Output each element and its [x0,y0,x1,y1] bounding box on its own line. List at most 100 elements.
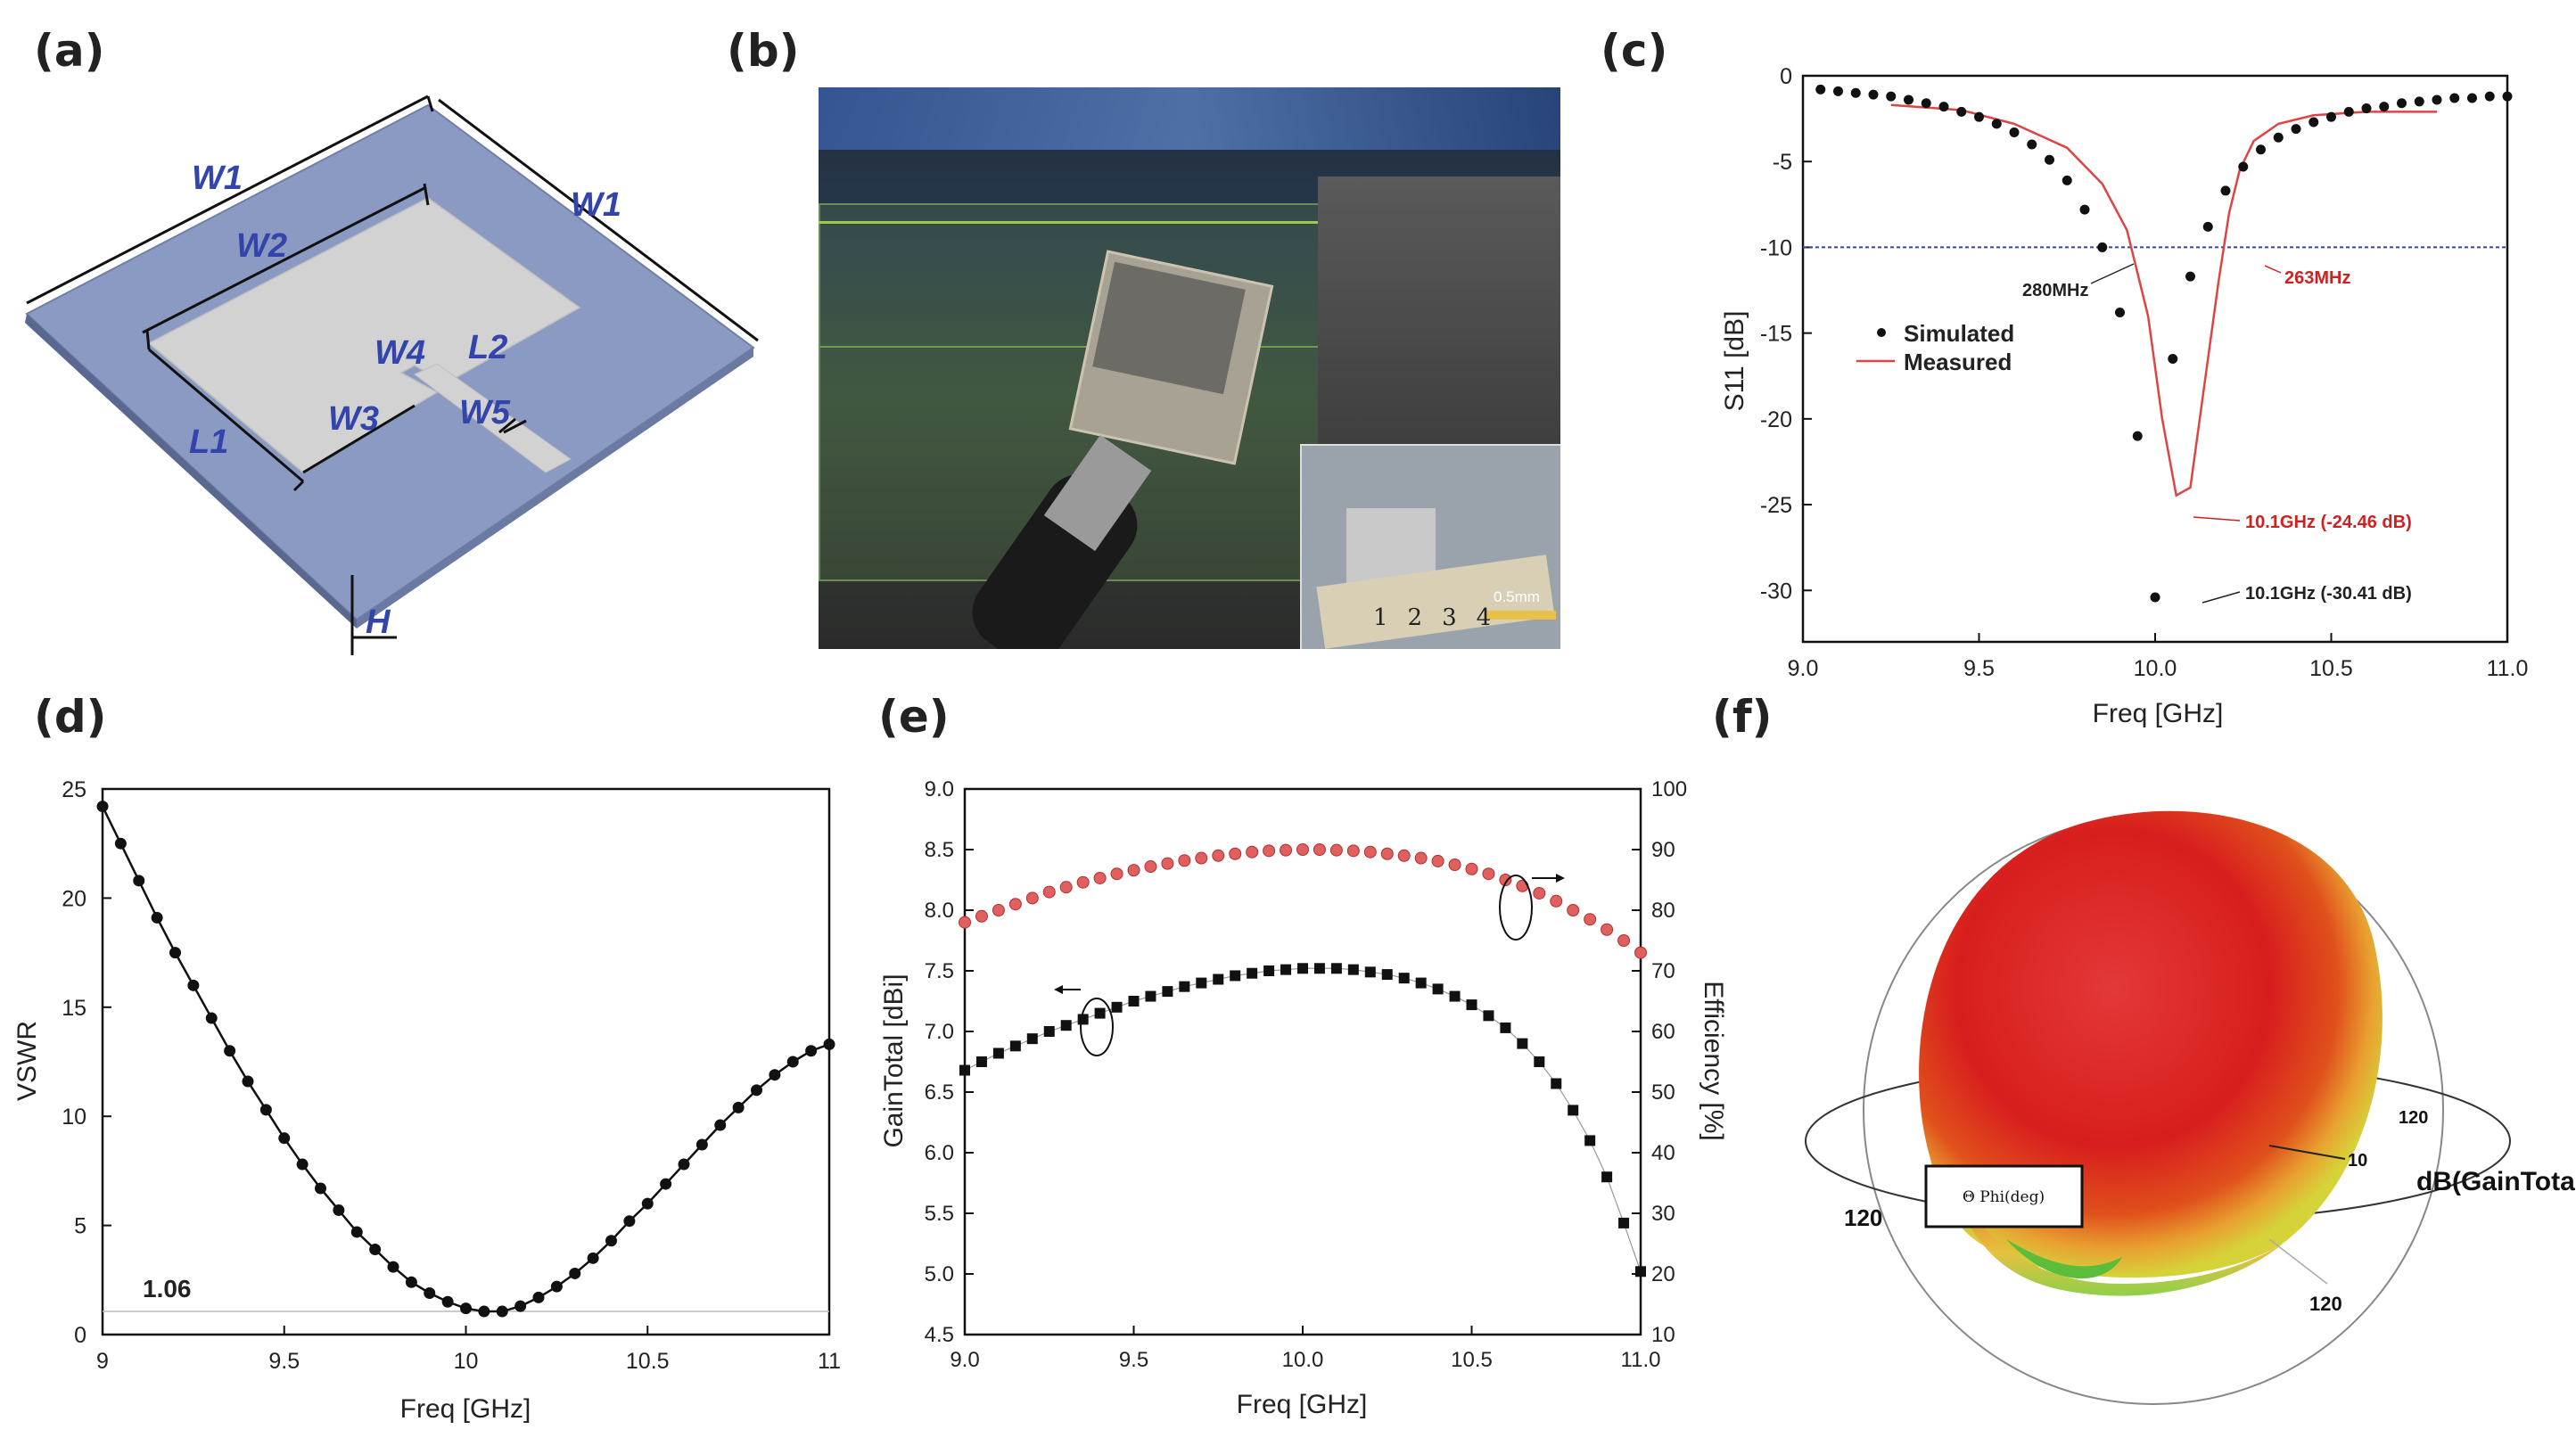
efficiency-point [1634,946,1647,959]
dim-w2: W2 [236,227,287,265]
dim-w5: W5 [459,394,511,431]
phi-legend-text: Θ Phi(deg) [1963,1188,2045,1206]
vswr-line [101,806,830,1313]
s11-simulated-point [2467,93,2477,103]
vswr-point [714,1119,727,1131]
tick-120-left: 120 [1844,1204,1882,1231]
tick-120-right: 120 [2399,1108,2428,1128]
dim-w4: W4 [374,334,425,372]
gain-point [1162,986,1173,998]
gain-xtick-label: 10.0 [1282,1348,1324,1372]
gain-point [1009,1040,1021,1052]
efficiency-point [975,909,988,923]
s11-ytick-label: -30 [1760,579,1792,604]
s11-simulated-point [2185,271,2195,282]
s11-xtick-label: 10.0 [2134,656,2177,681]
vswr-point [678,1158,690,1171]
s11-simulated-point [1868,89,1879,100]
s11-simulated-point [2220,185,2231,196]
s11-simulated-point [2202,221,2213,232]
vswr-point [751,1084,762,1097]
legend-simulated-marker [1877,328,1886,337]
gain-xtick-label: 10.5 [1451,1348,1493,1372]
efficiency-point [959,916,971,929]
vswr-point [695,1138,708,1151]
efficiency-point [1313,843,1326,856]
gain-point [975,1056,987,1067]
vswr-xlabel: Freq [GHz] [400,1394,531,1424]
vswr-point [169,947,181,959]
s11-simulated-point [2291,124,2301,135]
efficiency-point [1329,843,1343,857]
s11-simulated-point [2150,592,2160,603]
s11-xtick-label: 9.0 [1788,656,1819,681]
vswr-point [333,1204,345,1216]
vswr-ytick-label: 0 [74,1323,86,1348]
s11-simulated-point [2115,308,2125,318]
scale-label: dB(GainTotal) [2416,1167,2576,1196]
gain-point [1179,981,1190,992]
panel-label-f: (f) [1712,691,1773,743]
measurement-photo: 0.5mm 1 2 3 4 [819,87,1560,649]
vswr-ytick-label: 15 [62,996,86,1021]
vswr-point [133,875,145,887]
gain-point [1483,1010,1494,1022]
gain-point [1313,963,1325,974]
efficiency-point [1008,898,1022,911]
efficiency-point [1093,871,1107,884]
efficiency-point [1263,844,1276,858]
efficiency-ytick-label: 100 [1651,777,1687,801]
s11-simulated-point [2273,132,2284,143]
gain-ytick-label: 6.5 [925,1080,954,1105]
gain-point [1551,1078,1562,1089]
s11-xtick-label: 9.5 [1963,656,1995,681]
vswr-point [187,979,200,991]
gain-point [1618,1217,1630,1228]
tick-10: 10 [2348,1151,2367,1171]
gain-line [964,967,1642,1272]
efficiency-point [1550,894,1563,908]
gain-point [1297,963,1308,974]
s11-simulated-point [1921,98,1931,109]
gain-point [1432,983,1444,995]
gain-ytick-label: 6.0 [925,1141,954,1165]
gain-point [1026,1033,1038,1045]
gain-point [1601,1171,1613,1183]
s11-simulated-point [2256,144,2266,155]
vswr-point [205,1012,218,1024]
s11-ytick-label: -15 [1760,322,1792,347]
gain-ytick-label: 8.5 [925,838,954,862]
efficiency-point [1567,904,1580,916]
phi-legend-box [1924,1164,2084,1228]
efficiency-ytick-label: 30 [1651,1202,1675,1226]
inset-scale-label: 0.5mm [1494,588,1540,605]
gain-point [1128,996,1140,1006]
efficiency-point [1110,867,1123,881]
vswr-point [496,1305,508,1318]
s11-simulated-point [2027,139,2037,150]
vswr-ytick-label: 25 [62,777,86,802]
gain-plot-frame [963,787,1642,1336]
vswr-ytick-label: 10 [62,1105,86,1130]
annot-measured-min: 10.1GHz (-24.46 dB) [2245,513,2412,532]
efficiency-point [1448,859,1461,871]
efficiency-point [1161,857,1174,870]
s11-simulated-point [2432,94,2442,105]
efficiency-point [1195,851,1208,865]
s11-ytick-label: -10 [1760,235,1792,260]
gain-point [1247,967,1258,979]
vswr-point [369,1244,382,1256]
efficiency-point [1617,934,1631,947]
vswr-point [96,801,109,813]
s11-simulated-point [2326,111,2336,122]
gain-ytick-label: 5.0 [925,1262,954,1286]
vswr-point [532,1291,545,1303]
gain-point [1330,963,1342,974]
annot-simulated-min: 10.1GHz (-30.41 dB) [2245,584,2412,604]
gain-point [1077,1014,1089,1025]
vswr-point [478,1305,490,1318]
gain-point [1381,969,1393,981]
vswr-point [460,1302,472,1315]
s11-simulated-point [1886,91,1897,102]
gain-point [1111,1001,1123,1013]
